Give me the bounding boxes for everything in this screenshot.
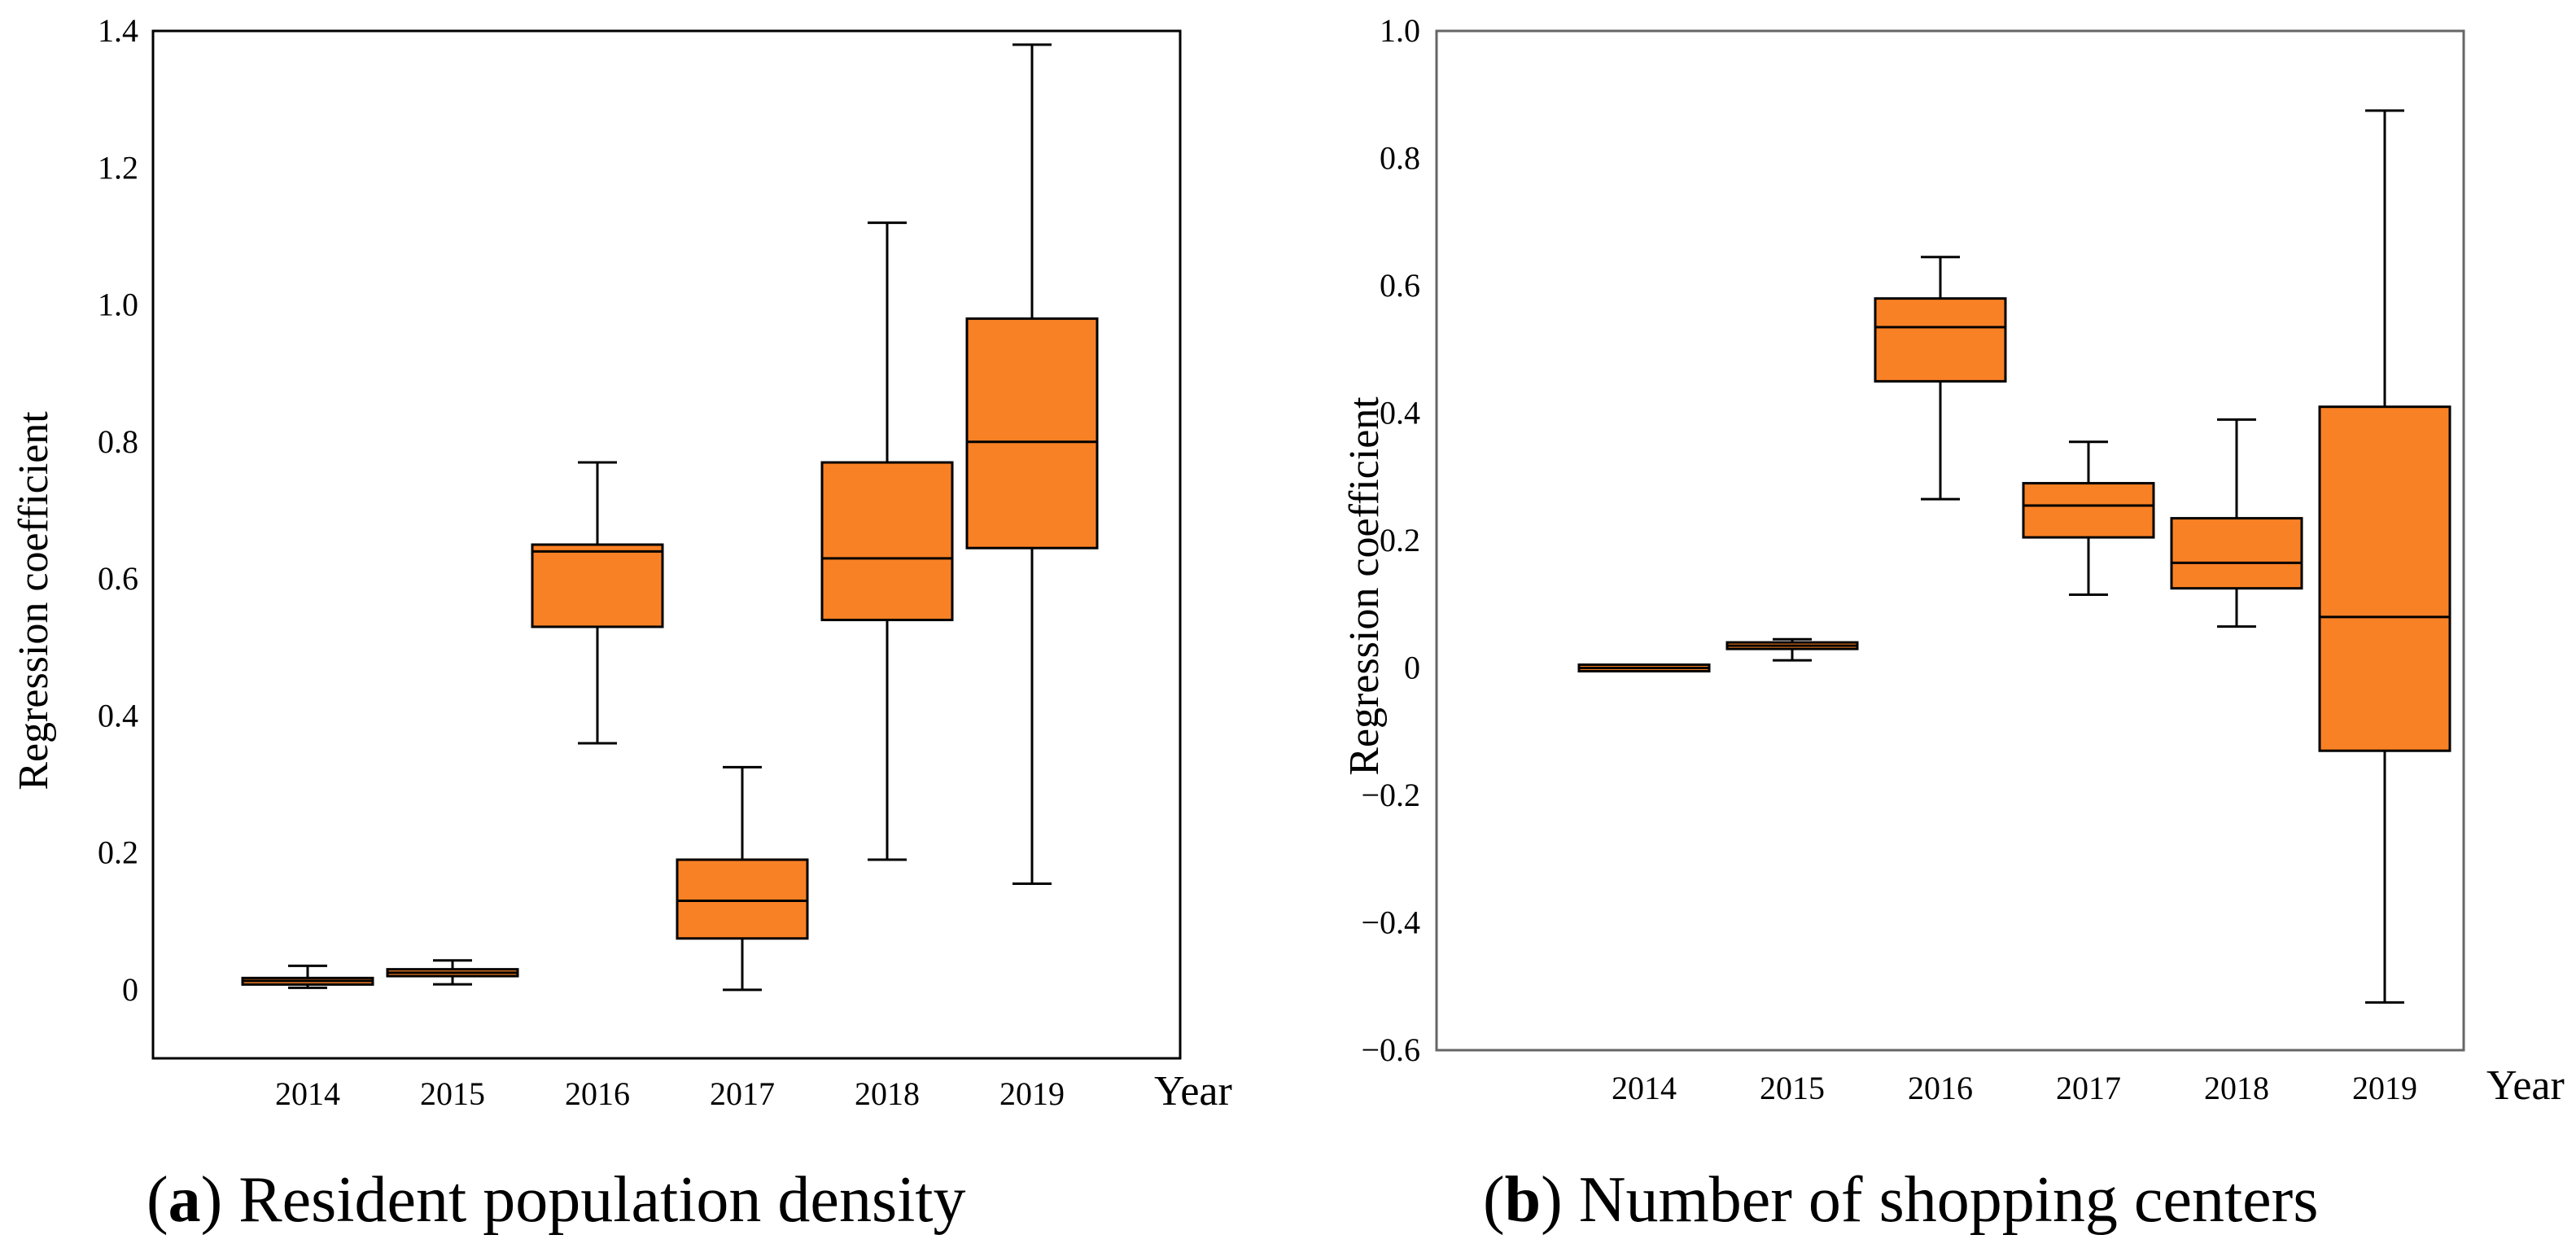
x-axis-label: Year bbox=[1154, 1068, 1232, 1114]
y-tick-label: 0.8 bbox=[98, 423, 138, 460]
x-tick-label: 2014 bbox=[1612, 1070, 1677, 1106]
boxes bbox=[241, 43, 1099, 992]
y-tick-label: 0.4 bbox=[1380, 395, 1420, 431]
box-2018 bbox=[2170, 418, 2303, 628]
caption-paren-open: ( bbox=[147, 1164, 168, 1236]
x-tick-label: 2019 bbox=[2352, 1070, 2417, 1106]
y-tick-label: 0.8 bbox=[1380, 140, 1420, 177]
caption-letter: a bbox=[168, 1164, 201, 1236]
box-2017 bbox=[676, 765, 809, 992]
box-2019 bbox=[2318, 109, 2451, 1004]
y-tick-label: 1.0 bbox=[98, 287, 138, 323]
x-axis-label: Year bbox=[2486, 1062, 2565, 1109]
box-2018 bbox=[820, 221, 954, 861]
caption-text: Resident population density bbox=[238, 1164, 965, 1236]
box-2015 bbox=[386, 959, 519, 986]
box-2016 bbox=[531, 461, 664, 745]
caption-letter: b bbox=[1505, 1164, 1542, 1236]
x-tick-label: 2014 bbox=[275, 1075, 340, 1112]
caption-paren-open: ( bbox=[1483, 1164, 1505, 1236]
x-tick-label: 2019 bbox=[999, 1075, 1065, 1112]
y-tick-label: 0.6 bbox=[1380, 267, 1420, 304]
caption-paren-close: ) bbox=[1541, 1164, 1579, 1236]
plot-frame bbox=[1435, 29, 2465, 1052]
x-tick-label: 2017 bbox=[710, 1075, 775, 1112]
y-axis-label: Regression coefficient bbox=[1341, 396, 1388, 776]
box-2017 bbox=[2022, 440, 2155, 597]
panel-a: 00.20.40.60.81.01.21.4 2014 2015 2016 2017 2… bbox=[11, 12, 1232, 1236]
x-tick-label: 2015 bbox=[420, 1075, 485, 1112]
iqr-box bbox=[2170, 517, 2303, 590]
y-tick-label: 0.2 bbox=[98, 834, 138, 871]
x-tick-label: 2018 bbox=[2204, 1070, 2269, 1106]
caption-text: Number of shopping centers bbox=[1579, 1164, 2319, 1236]
boxes bbox=[1577, 109, 2451, 1004]
y-tick-label: −0.6 bbox=[1361, 1031, 1420, 1068]
y-tick-label: −0.4 bbox=[1361, 904, 1420, 941]
x-tick-label: 2015 bbox=[1760, 1070, 1825, 1106]
iqr-box bbox=[531, 543, 664, 628]
y-tick-label: 1.2 bbox=[98, 149, 138, 186]
box-2014 bbox=[1577, 663, 1711, 672]
x-tick-label: 2018 bbox=[855, 1075, 920, 1112]
panel-b: −0.6−0.4−0.200.20.40.60.81.0 2014 2015 201… bbox=[1341, 12, 2565, 1236]
plot-frame bbox=[151, 29, 1182, 1060]
y-axis-label: Regression coefficient bbox=[11, 411, 57, 790]
iqr-box bbox=[965, 317, 1099, 550]
box-2014 bbox=[241, 964, 374, 989]
y-tick-label: 0 bbox=[1404, 650, 1420, 686]
box-2016 bbox=[1874, 256, 2007, 501]
iqr-box bbox=[2022, 482, 2155, 539]
y-ticks: −0.6 −0.4 −0.2 0 0.2 0.4 0.6 0.8 1.0 bbox=[1361, 12, 1420, 1068]
y-tick-label: 0.2 bbox=[1380, 522, 1420, 558]
iqr-box bbox=[1874, 297, 2007, 383]
y-tick-label: 1.0 bbox=[1380, 12, 1420, 49]
y-tick-label: 1.4 bbox=[98, 12, 138, 49]
y-tick-label: 0 bbox=[122, 971, 138, 1008]
caption-a: (a) Resident population density bbox=[147, 1164, 966, 1236]
iqr-box bbox=[820, 461, 954, 622]
x-tick-label: 2017 bbox=[2056, 1070, 2121, 1106]
caption-paren-close: ) bbox=[201, 1164, 239, 1236]
box-2015 bbox=[1725, 637, 1859, 662]
y-tick-label: −0.2 bbox=[1361, 777, 1420, 813]
x-ticks: 2014 2015 2016 2017 2018 2019 bbox=[1612, 1070, 2417, 1106]
iqr-box bbox=[2318, 405, 2451, 752]
x-tick-label: 2016 bbox=[565, 1075, 630, 1112]
y-ticks: 0 0.2 0.4 0.6 0.8 1.0 1.2 1.4 bbox=[98, 12, 138, 1008]
x-ticks: 2014 2015 2016 2017 2018 2019 bbox=[275, 1075, 1065, 1112]
y-tick-label: 0.6 bbox=[98, 560, 138, 597]
y-tick-label: 0.4 bbox=[98, 697, 138, 733]
caption-b: (b) Number of shopping centers bbox=[1483, 1164, 2318, 1236]
iqr-box bbox=[676, 858, 809, 940]
x-tick-label: 2016 bbox=[1908, 1070, 1973, 1106]
box-2019 bbox=[965, 43, 1099, 885]
